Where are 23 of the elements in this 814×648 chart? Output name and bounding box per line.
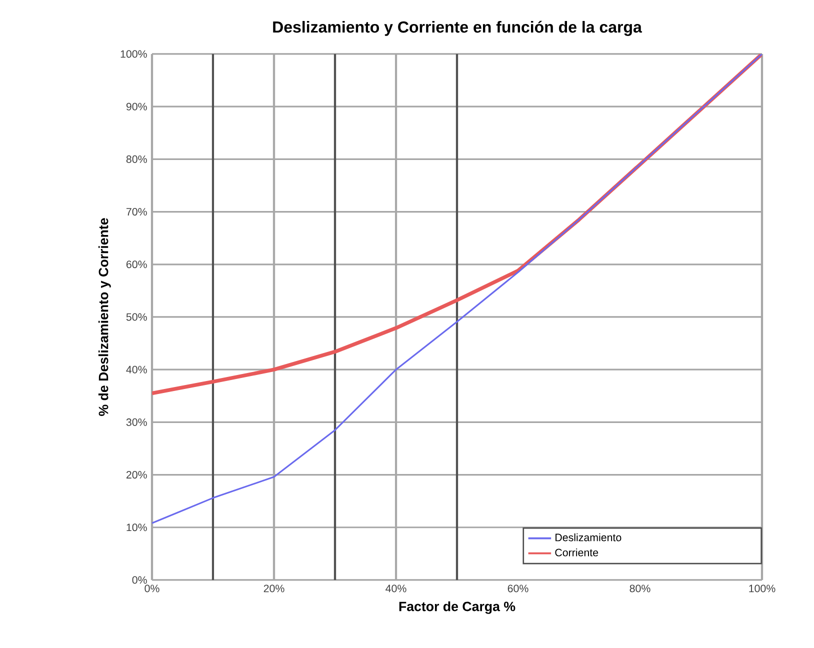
y-tick-label: 10% xyxy=(126,524,147,532)
x-tick-label: 60% xyxy=(508,584,528,592)
y-tick-label: 60% xyxy=(126,260,147,268)
legend-label: Corriente xyxy=(555,548,598,556)
line-series xyxy=(152,54,762,524)
x-tick-label: 0% xyxy=(144,584,160,592)
y-tick-label: 40% xyxy=(126,366,147,374)
y-axis-title: % de Deslizamiento y Corriente xyxy=(98,218,111,416)
y-tick-label: 80% xyxy=(126,155,147,163)
y-tick-label: 0% xyxy=(132,576,147,584)
x-tick-label: 80% xyxy=(630,584,650,592)
y-tick-label: 70% xyxy=(126,208,147,216)
y-tick-label: 20% xyxy=(126,471,147,479)
y-tick-label: 50% xyxy=(126,313,147,321)
x-axis-title: Factor de Carga % xyxy=(399,601,516,614)
x-tick-label: 100% xyxy=(749,584,776,592)
y-tick-label: 30% xyxy=(126,418,147,426)
x-tick-label: 20% xyxy=(264,584,284,592)
x-tick-label: 40% xyxy=(386,584,406,592)
y-tick-label: 100% xyxy=(120,50,147,58)
legend-label: Deslizamiento xyxy=(556,533,622,542)
y-tick-label: 90% xyxy=(126,102,147,110)
chart-title: Deslizamiento y Corriente en función de la carga xyxy=(273,20,642,36)
